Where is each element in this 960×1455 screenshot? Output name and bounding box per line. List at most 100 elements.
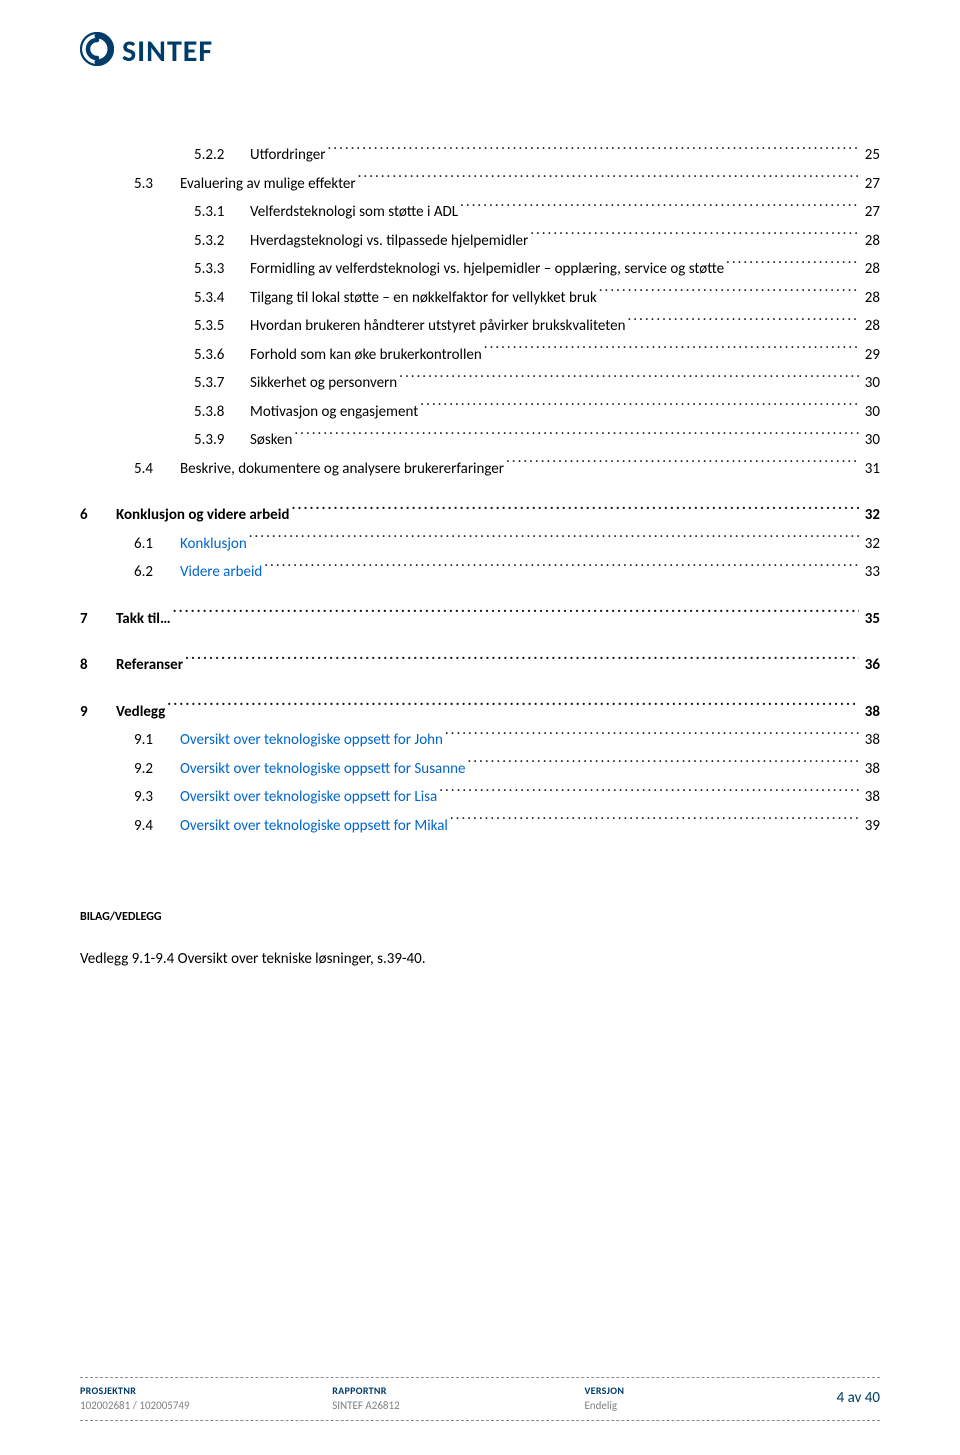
toc-title[interactable]: Oversikt over teknologiske oppsett for S… — [180, 755, 465, 784]
toc-num: 5.3.9 — [194, 426, 250, 455]
toc-num: 5.3.3 — [194, 255, 250, 284]
toc-leader — [467, 758, 858, 773]
toc-title[interactable]: Oversikt over teknologiske oppsett for L… — [180, 783, 437, 812]
toc-leader — [167, 701, 858, 716]
toc-leader — [484, 344, 859, 359]
toc-num: 5.4 — [134, 455, 180, 484]
sintef-logo-icon — [80, 32, 114, 71]
toc-num: 6.2 — [134, 558, 180, 587]
toc-num: 5.3.7 — [194, 369, 250, 398]
toc-title[interactable]: Oversikt over teknologiske oppsett for J… — [180, 726, 443, 755]
bilag-heading: BILAG/VEDLEGG — [80, 910, 880, 924]
toc-entry: 5.3.8Motivasjon og engasjement30 — [80, 398, 880, 427]
toc-page: 32 — [861, 501, 880, 530]
toc-title: Takk til… — [116, 605, 171, 634]
toc-page: 38 — [861, 755, 880, 784]
toc-leader — [399, 372, 859, 387]
toc-title[interactable]: Videre arbeid — [180, 558, 262, 587]
toc-title: Hverdagsteknologi vs. tilpassede hjelpem… — [250, 227, 528, 256]
toc-entry: 5.3.4Tilgang til lokal støtte – en nøkke… — [80, 284, 880, 313]
toc-page: 38 — [861, 783, 880, 812]
toc-page: 27 — [861, 198, 880, 227]
toc-page: 36 — [861, 651, 880, 680]
toc-leader — [726, 258, 859, 273]
toc-leader — [294, 429, 858, 444]
toc-title: Hvordan brukeren håndterer utstyret påvi… — [250, 312, 625, 341]
toc-num: 5.2.2 — [194, 141, 250, 170]
toc-entry: 5.3.9Søsken 30 — [80, 426, 880, 455]
toc-num: 5.3.5 — [194, 312, 250, 341]
brand-name: SINTEF — [122, 33, 213, 70]
toc-leader — [599, 287, 859, 302]
toc-page: 38 — [861, 698, 880, 727]
toc-num: 8 — [80, 651, 116, 680]
toc-leader — [420, 401, 859, 416]
toc-entry[interactable]: 6.2Videre arbeid33 — [80, 558, 880, 587]
toc-title: Konklusjon og videre arbeid — [116, 501, 289, 530]
footer-project-value: 102002681 / 102005749 — [80, 1398, 332, 1414]
toc-entry: 5.3.7Sikkerhet og personvern30 — [80, 369, 880, 398]
toc-title[interactable]: Oversikt over teknologiske oppsett for M… — [180, 812, 448, 841]
footer-col-project: PROSJEKTNR 102002681 / 102005749 — [80, 1384, 332, 1414]
toc-entry: 9Vedlegg38 — [80, 698, 880, 727]
header-logo: SINTEF — [80, 32, 880, 71]
toc-leader — [460, 201, 859, 216]
toc-num: 6 — [80, 501, 116, 530]
toc-entry[interactable]: 9.2Oversikt over teknologiske oppsett fo… — [80, 755, 880, 784]
toc-num: 5.3.4 — [194, 284, 250, 313]
toc-entry: 5.3.5Hvordan brukeren håndterer utstyret… — [80, 312, 880, 341]
page-footer: PROSJEKTNR 102002681 / 102005749 RAPPORT… — [80, 1377, 880, 1421]
toc-page: 28 — [861, 255, 880, 284]
toc-title: Evaluering av mulige effekter — [180, 170, 356, 199]
footer-rule-bottom — [80, 1420, 880, 1421]
toc-num: 7 — [80, 605, 116, 634]
toc-num: 5.3.2 — [194, 227, 250, 256]
toc-page: 25 — [861, 141, 880, 170]
toc-entry[interactable]: 9.1Oversikt over teknologiske oppsett fo… — [80, 726, 880, 755]
toc-leader — [291, 504, 858, 519]
toc-leader — [358, 173, 859, 188]
toc-num: 5.3.1 — [194, 198, 250, 227]
toc-page: 31 — [861, 455, 880, 484]
toc-entry: 8Referanser36 — [80, 651, 880, 680]
table-of-contents: 5.2.2Utfordringer255.3Evaluering av muli… — [80, 141, 880, 840]
footer-project-label: PROSJEKTNR — [80, 1384, 332, 1399]
toc-leader — [185, 654, 859, 669]
toc-page: 28 — [861, 312, 880, 341]
toc-leader — [439, 786, 859, 801]
footer-col-version: VERSJON Endelig — [584, 1384, 836, 1414]
footer-grid: PROSJEKTNR 102002681 / 102005749 RAPPORT… — [80, 1378, 880, 1420]
toc-title: Tilgang til lokal støtte – en nøkkelfakt… — [250, 284, 597, 313]
toc-page: 29 — [861, 341, 880, 370]
toc-page: 30 — [861, 426, 880, 455]
toc-title: Motivasjon og engasjement — [250, 398, 418, 427]
page-sep: av — [844, 1389, 865, 1407]
toc-page: 28 — [861, 227, 880, 256]
footer-col-report: RAPPORTNR SINTEF A26812 — [332, 1384, 584, 1414]
toc-page: 30 — [861, 398, 880, 427]
toc-page: 27 — [861, 170, 880, 199]
toc-num: 5.3 — [134, 170, 180, 199]
toc-page: 39 — [861, 812, 880, 841]
toc-page: 38 — [861, 726, 880, 755]
toc-page: 28 — [861, 284, 880, 313]
toc-leader — [506, 458, 859, 473]
toc-entry: 5.2.2Utfordringer25 — [80, 141, 880, 170]
toc-num: 9 — [80, 698, 116, 727]
toc-entry[interactable]: 9.3Oversikt over teknologiske oppsett fo… — [80, 783, 880, 812]
toc-entry[interactable]: 9.4Oversikt over teknologiske oppsett fo… — [80, 812, 880, 841]
toc-leader — [445, 729, 859, 744]
toc-page: 35 — [861, 605, 880, 634]
toc-num: 9.2 — [134, 755, 180, 784]
toc-title: Forhold som kan øke brukerkontrollen — [250, 341, 482, 370]
toc-entry: 5.3.1Velferdsteknologi som støtte i ADL2… — [80, 198, 880, 227]
toc-entry: 5.3.2Hverdagsteknologi vs. tilpassede hj… — [80, 227, 880, 256]
toc-num: 9.4 — [134, 812, 180, 841]
toc-title[interactable]: Konklusjon — [180, 530, 247, 559]
toc-title: Søsken — [250, 426, 292, 455]
toc-entry: 5.3.3Formidling av velferdsteknologi vs.… — [80, 255, 880, 284]
footer-report-label: RAPPORTNR — [332, 1384, 584, 1399]
toc-entry[interactable]: 6.1Konklusjon32 — [80, 530, 880, 559]
toc-page: 32 — [861, 530, 880, 559]
toc-entry: 5.4Beskrive, dokumentere og analysere br… — [80, 455, 880, 484]
